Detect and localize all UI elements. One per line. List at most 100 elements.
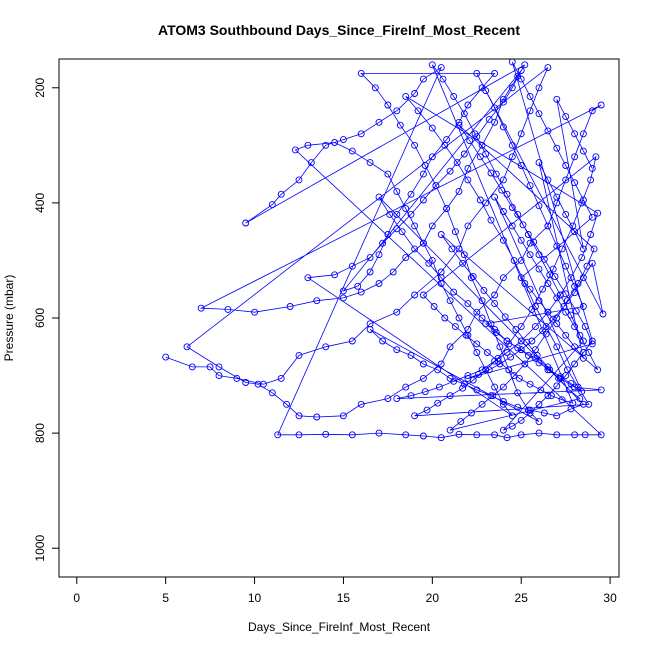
data-point: [215, 372, 223, 380]
data-point: [478, 297, 486, 305]
data-point: [277, 190, 285, 198]
data-point: [524, 231, 532, 238]
data-point: [414, 107, 422, 115]
data-point: [411, 291, 419, 299]
data-point: [482, 366, 490, 374]
data-point: [535, 159, 543, 167]
data-point: [357, 400, 365, 408]
y-tick-label: 400: [33, 193, 47, 213]
data-point: [535, 429, 543, 437]
data-point: [419, 432, 427, 440]
data-point: [393, 187, 401, 195]
plot-frame: [58, 58, 620, 578]
x-tick-label: 20: [426, 591, 440, 605]
data-point: [503, 337, 511, 345]
data-point: [579, 245, 587, 253]
data-point: [562, 210, 570, 218]
data-point: [508, 59, 516, 66]
data-point: [565, 386, 573, 394]
data-point: [558, 245, 566, 253]
data-point: [521, 360, 529, 368]
data-point: [482, 87, 490, 95]
y-tick-label: 200: [33, 77, 47, 97]
data-point: [508, 204, 516, 211]
data-point: [425, 259, 433, 267]
data-point: [496, 360, 504, 368]
data-point: [386, 210, 394, 218]
data-point: [467, 274, 475, 282]
data-point: [492, 328, 500, 336]
data-point: [587, 176, 595, 184]
data-point: [339, 136, 347, 144]
data-point: [268, 201, 276, 209]
data-point: [588, 213, 596, 221]
data-point: [487, 169, 495, 177]
data-point: [587, 231, 595, 238]
data-point: [571, 179, 579, 187]
data-point: [366, 268, 374, 276]
data-point: [588, 259, 596, 267]
data-point: [562, 290, 570, 298]
data-point: [464, 101, 472, 109]
data-point: [419, 196, 427, 204]
data-point: [322, 430, 330, 438]
data-point: [393, 107, 401, 115]
data-point: [503, 349, 511, 356]
data-point: [304, 141, 312, 149]
data-point: [539, 327, 547, 335]
data-point: [526, 239, 534, 247]
data-point: [581, 323, 589, 331]
data-point: [553, 320, 561, 328]
data-point: [396, 121, 404, 129]
data-point: [517, 416, 525, 424]
y-tick-label: 1000: [33, 535, 47, 562]
data-point: [446, 343, 454, 351]
data-point: [366, 326, 374, 333]
data-point: [572, 307, 580, 315]
data-point: [421, 388, 429, 396]
data-point: [562, 372, 570, 380]
data-point: [398, 228, 406, 236]
data-point: [437, 360, 445, 368]
data-point: [419, 239, 427, 247]
data-point: [578, 254, 586, 262]
data-point: [446, 392, 454, 400]
data-point: [491, 193, 499, 201]
data-point: [407, 210, 415, 218]
data-point: [393, 210, 401, 218]
data-point: [455, 187, 463, 195]
data-point: [588, 107, 596, 115]
data-point: [487, 216, 495, 224]
data-point: [443, 205, 451, 213]
data-point: [476, 153, 484, 161]
data-point: [571, 282, 579, 290]
data-point: [535, 202, 543, 210]
data-point: [183, 343, 191, 351]
data-point: [526, 107, 534, 115]
data-point: [339, 294, 347, 302]
data-point: [499, 208, 507, 215]
data-point: [515, 374, 523, 382]
data-point: [437, 64, 445, 72]
data-point: [437, 231, 445, 238]
data-point: [505, 366, 513, 374]
data-point: [402, 431, 410, 439]
data-point: [322, 343, 330, 351]
data-point: [206, 363, 214, 371]
data-point: [512, 326, 520, 333]
data-point: [421, 162, 429, 169]
data-point: [437, 274, 445, 282]
data-point: [571, 323, 579, 331]
data-point: [254, 380, 262, 388]
data-point: [476, 196, 484, 204]
data-point: [562, 331, 570, 339]
data-point: [434, 399, 442, 407]
data-point: [553, 382, 561, 390]
data-point: [450, 288, 458, 296]
data-point: [375, 251, 383, 259]
data-point: [594, 209, 602, 217]
data-point: [544, 127, 552, 135]
data-point: [473, 340, 481, 348]
data-point: [277, 374, 285, 382]
data-point: [553, 294, 561, 302]
